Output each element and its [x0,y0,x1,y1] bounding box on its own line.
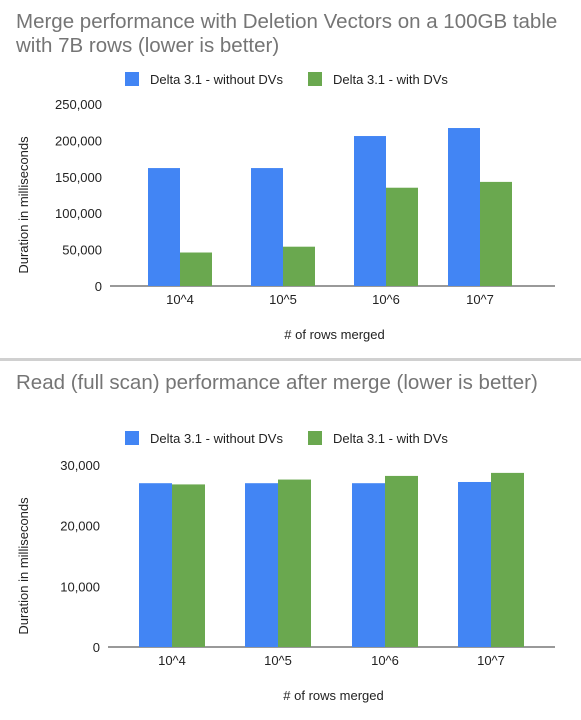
x-axis-label: # of rows merged [283,688,383,703]
x-tick-label: 10^4 [158,653,186,668]
chart-title: Read (full scan) performance after merge… [16,371,538,394]
bar [278,479,311,647]
bar [352,483,385,647]
bar [251,168,283,286]
bar [354,136,386,286]
y-tick-label: 50,000 [62,243,102,258]
y-tick-label: 30,000 [60,458,100,473]
y-tick-label: 0 [95,279,102,294]
bar [386,187,418,286]
y-tick-label: 10,000 [60,579,100,594]
x-tick-label: 10^6 [372,292,400,307]
legend-label: Delta 3.1 - with DVs [333,72,448,87]
x-tick-label: 10^7 [477,653,505,668]
read-performance-plot: Delta 3.1 - without DVs Delta 3.1 - with … [16,431,555,703]
chart-divider [0,358,581,361]
y-axis-label: Duration in milliseconds [16,136,31,274]
legend-label: Delta 3.1 - without DVs [150,431,283,446]
bar [180,252,212,286]
y-tick-label: 200,000 [55,133,102,148]
legend-swatch [308,431,322,445]
bar [448,128,480,286]
read-performance-chart: Read (full scan) performance after merge… [0,361,581,720]
bar [148,168,180,286]
legend-label: Delta 3.1 - with DVs [333,431,448,446]
bar [139,483,172,647]
bar [172,484,205,647]
bar [491,472,524,647]
x-axis-label: # of rows merged [284,327,384,342]
legend-label: Delta 3.1 - without DVs [150,72,283,87]
y-tick-label: 0 [93,640,100,655]
x-tick-label: 10^6 [371,653,399,668]
legend-swatch [125,431,139,445]
y-axis-label: Duration in milliseconds [16,497,31,635]
bar [458,481,491,647]
y-tick-label: 100,000 [55,206,102,221]
merge-performance-chart: Merge performance with Deletion Vectors … [0,0,581,358]
bar [385,475,418,647]
legend-swatch [308,72,322,86]
y-tick-label: 250,000 [55,97,102,112]
chart-title: Merge performance with Deletion Vectors … [16,10,558,57]
bar [480,181,512,286]
bar [245,483,278,647]
merge-performance-plot: Delta 3.1 - without DVs Delta 3.1 - with … [16,72,555,342]
x-tick-label: 10^5 [269,292,297,307]
x-tick-label: 10^4 [166,292,194,307]
x-tick-label: 10^5 [264,653,292,668]
x-tick-label: 10^7 [466,292,494,307]
legend-swatch [125,72,139,86]
y-tick-label: 150,000 [55,170,102,185]
bar [283,246,315,286]
y-tick-label: 20,000 [60,519,100,534]
